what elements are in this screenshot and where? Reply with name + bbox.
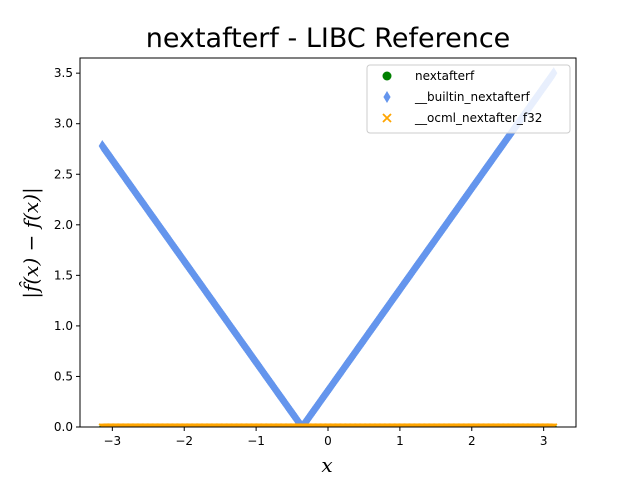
plot-marks — [98, 67, 558, 427]
data-point — [547, 423, 555, 427]
y-tick-label: 0.0 — [54, 420, 73, 434]
legend-marker — [383, 91, 391, 103]
x-tick-label: 1 — [396, 434, 404, 448]
legend: nextafterf __builtin_nextafterf __ocml_nex… — [366, 64, 571, 134]
x-tick-label: 3 — [540, 434, 548, 448]
data-point — [548, 423, 557, 427]
plot-area — [98, 67, 558, 427]
y-tick-label: 0.5 — [54, 369, 73, 383]
x-tick-label: 2 — [468, 434, 476, 448]
y-tick-label: 1.0 — [54, 319, 73, 333]
legend-label: __builtin_nextafterf — [414, 90, 531, 104]
legend-label: __ocml_nextafter_f32 — [414, 111, 542, 125]
legend-box — [366, 64, 571, 134]
x-tick-label: −2 — [175, 434, 193, 448]
x-tick-label: 0 — [324, 434, 332, 448]
y-tick-label: 3.0 — [54, 117, 73, 131]
legend-label: nextafterf — [415, 69, 475, 83]
y-axis-label: |f̂(x) − f(x)| — [19, 187, 44, 299]
axes: −3 −2 −1 0 1 2 3 0.0 0.5 1.0 1.5 2.0 2.5 3.0 3.5 — [54, 57, 577, 448]
y-tick-label: 3.5 — [54, 66, 73, 80]
legend-marker — [382, 113, 392, 123]
series-builtin-nextafterf — [98, 67, 558, 427]
y-tick-label: 1.5 — [54, 268, 73, 282]
series-ocml-nextafter-f32 — [98, 423, 558, 427]
chart-title: nextafterf - LIBC Reference — [146, 23, 511, 54]
x-axis-label: x — [321, 453, 332, 477]
y-tick-label: 2.5 — [54, 167, 73, 181]
y-tick-label: 2.0 — [54, 218, 73, 232]
x-tick-label: −3 — [103, 434, 121, 448]
x-tick-label: −1 — [247, 434, 265, 448]
legend-marker — [382, 71, 392, 81]
data-point — [549, 423, 558, 427]
